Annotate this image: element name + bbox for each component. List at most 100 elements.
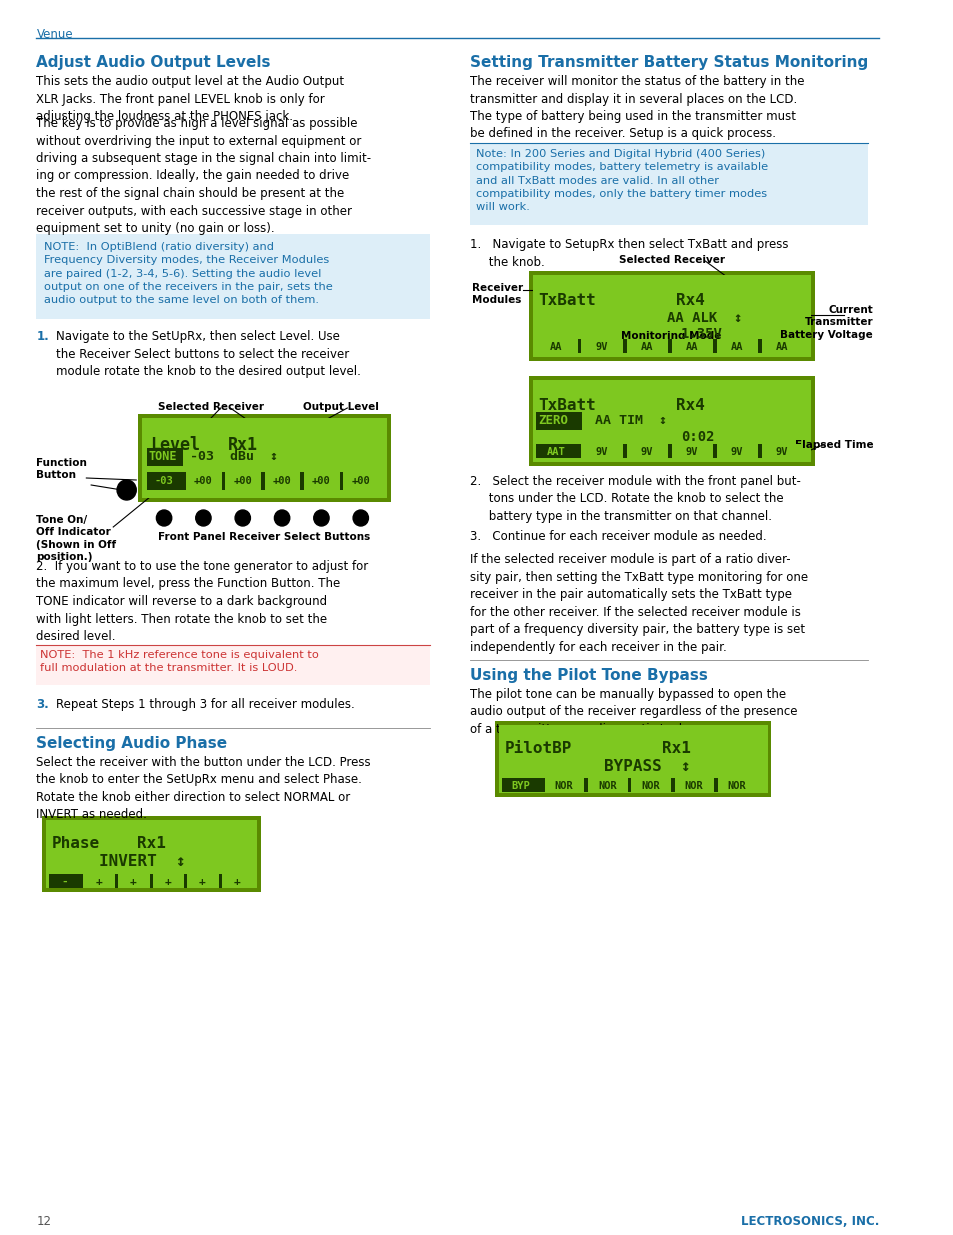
Text: Setting Transmitter Battery Status Monitoring: Setting Transmitter Battery Status Monit… [470,56,867,70]
Text: 9V: 9V [685,447,698,457]
Text: BYPASS  ↕: BYPASS ↕ [604,760,690,774]
Text: Elapsed Time: Elapsed Time [794,440,872,450]
Bar [627,778,631,792]
Bar [49,874,80,888]
Text: The key is to provide as high a level signal as possible
without overdriving the: The key is to provide as high a level si… [36,117,372,235]
Bar [218,874,221,888]
Text: +: + [199,877,206,887]
Bar [577,445,580,458]
Bar [261,472,265,490]
Bar [536,445,577,458]
Bar [536,338,577,353]
Text: PilotBP: PilotBP [504,741,572,756]
Text: NOR: NOR [598,781,616,790]
Text: NOR: NOR [640,781,659,790]
Bar [671,445,712,458]
Text: NOR: NOR [555,781,573,790]
Text: Note: In 200 Series and Digital Hybrid (400 Series)
compatibility modes, battery: Note: In 200 Series and Digital Hybrid (… [476,149,767,212]
Text: Rx1: Rx1 [137,836,166,851]
Text: AA: AA [685,342,698,352]
Text: LECTROSONICS, INC.: LECTROSONICS, INC. [740,1215,878,1228]
Bar [501,778,540,792]
Text: -: - [61,877,68,887]
Bar [495,721,771,797]
Bar [712,338,716,353]
Text: +: + [130,877,136,887]
Circle shape [353,510,368,526]
Bar [716,338,758,353]
Circle shape [234,510,251,526]
Text: AA: AA [730,342,742,352]
Bar [544,778,584,792]
Text: NOR: NOR [683,781,702,790]
Text: Venue: Venue [36,28,73,41]
Circle shape [156,510,172,526]
Bar [304,472,339,490]
Bar [622,338,626,353]
Text: Function
Button: Function Button [36,458,88,480]
Text: Navigate to the SetUpRx, then select Level. Use
the Receiver Select buttons to s: Navigate to the SetUpRx, then select Lev… [55,330,360,378]
Text: Level: Level [150,436,199,454]
Text: Output Level: Output Level [303,403,378,412]
Text: +: + [164,877,172,887]
Bar [716,445,758,458]
Text: Tone On/
Off Indicator
(Shown in Off
position.): Tone On/ Off Indicator (Shown in Off pos… [36,515,116,562]
Text: -03: -03 [154,475,173,487]
Bar [536,412,581,430]
Bar [584,778,588,792]
Bar [36,233,430,319]
Bar [343,472,378,490]
Text: TONE: TONE [149,450,177,463]
Bar [758,445,761,458]
Text: Rx1: Rx1 [661,741,690,756]
Bar [761,445,802,458]
Text: +: + [95,877,102,887]
Text: This sets the audio output level at the Audio Output
XLR Jacks. The front panel : This sets the audio output level at the … [36,75,344,124]
Text: +00: +00 [233,475,252,487]
Bar [470,143,867,225]
Bar [221,874,253,888]
Circle shape [314,510,329,526]
Text: The pilot tone can be manually bypassed to open the
audio output of the receiver: The pilot tone can be manually bypassed … [470,688,797,736]
Bar [147,472,182,490]
Text: 2.  If you want to to use the tone generator to adjust for
the maximum level, pr: 2. If you want to to use the tone genera… [36,559,368,643]
Text: The receiver will monitor the status of the battery in the
transmitter and displ: The receiver will monitor the status of … [470,75,803,141]
Bar [528,375,814,466]
Bar [532,380,810,462]
Bar [225,472,261,490]
Circle shape [117,480,136,500]
Bar [46,820,257,888]
Text: NOR: NOR [727,781,745,790]
Text: ZERO: ZERO [537,414,568,427]
Bar [713,778,717,792]
Text: +00: +00 [312,475,331,487]
Text: +00: +00 [193,475,213,487]
Text: NOTE:  The 1 kHz reference tone is equivalent to
full modulation at the transmit: NOTE: The 1 kHz reference tone is equiva… [40,650,319,673]
Text: Current
Transmitter
Battery Voltage: Current Transmitter Battery Voltage [780,305,872,340]
Bar [265,472,300,490]
Bar [80,874,84,888]
Circle shape [195,510,211,526]
Text: AA TIM  ↕: AA TIM ↕ [595,414,666,427]
Bar [588,778,627,792]
Bar [631,778,670,792]
Text: AA: AA [775,342,787,352]
Text: Rx4: Rx4 [676,398,704,412]
Text: Adjust Audio Output Levels: Adjust Audio Output Levels [36,56,271,70]
Bar [187,874,218,888]
Bar [717,778,757,792]
Text: INVERT  ↕: INVERT ↕ [99,853,185,869]
Text: TxBatt: TxBatt [537,398,596,412]
Bar [626,445,667,458]
Text: 1.: 1. [36,330,50,343]
Text: Receiver
Modules: Receiver Modules [472,283,522,305]
Text: If the selected receiver module is part of a ratio diver-
sity pair, then settin: If the selected receiver module is part … [470,553,807,653]
Text: AA: AA [550,342,562,352]
Bar [221,472,225,490]
Text: 0:02: 0:02 [680,430,714,445]
Bar [671,338,712,353]
Text: Using the Pilot Tone Bypass: Using the Pilot Tone Bypass [470,668,707,683]
Text: NOTE:  In OptiBlend (ratio diversity) and
Frequency Diversity modes, the Receive: NOTE: In OptiBlend (ratio diversity) and… [44,242,333,305]
Text: Front Panel Receiver Select Buttons: Front Panel Receiver Select Buttons [157,532,370,542]
Bar [667,445,671,458]
